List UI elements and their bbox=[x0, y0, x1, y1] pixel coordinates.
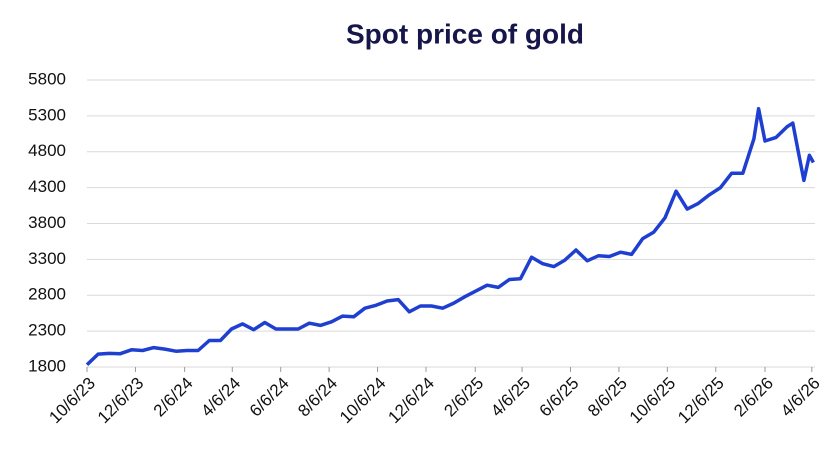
price-line bbox=[85, 106, 815, 367]
x-tick-label: 10/6/25 bbox=[626, 374, 680, 428]
x-tick-label: 12/6/25 bbox=[674, 374, 728, 428]
x-tick-label: 4/6/24 bbox=[197, 374, 244, 421]
y-tick-label: 2800 bbox=[28, 285, 66, 304]
y-tick-label: 5300 bbox=[28, 105, 66, 124]
y-tick-label: 1800 bbox=[28, 356, 66, 375]
x-tick-label: 8/6/24 bbox=[294, 374, 341, 421]
x-tick-label: 8/6/25 bbox=[584, 374, 631, 421]
x-tick-label: 2/6/25 bbox=[440, 374, 487, 421]
x-tick-label: 12/6/24 bbox=[384, 374, 438, 428]
x-tick-label: 6/6/24 bbox=[246, 374, 293, 421]
x-tick-label: 4/6/26 bbox=[777, 374, 824, 421]
x-tick-label: 2/6/26 bbox=[730, 374, 777, 421]
y-tick-label: 4800 bbox=[28, 141, 66, 160]
y-tick-label: 5800 bbox=[28, 69, 66, 88]
y-tick-label: 3300 bbox=[28, 249, 66, 268]
y-tick-label: 2300 bbox=[28, 321, 66, 340]
x-tick-label: 10/6/24 bbox=[336, 374, 390, 428]
x-tick-label: 10/6/23 bbox=[45, 374, 99, 428]
x-tick-label: 4/6/25 bbox=[487, 374, 534, 421]
x-tick-label: 12/6/23 bbox=[94, 374, 148, 428]
x-tick-label: 2/6/24 bbox=[150, 374, 197, 421]
y-tick-label: 3800 bbox=[28, 213, 66, 232]
y-tick-label: 4300 bbox=[28, 177, 66, 196]
chart-title: Spot price of gold bbox=[346, 18, 584, 49]
x-tick-label: 6/6/25 bbox=[536, 374, 583, 421]
